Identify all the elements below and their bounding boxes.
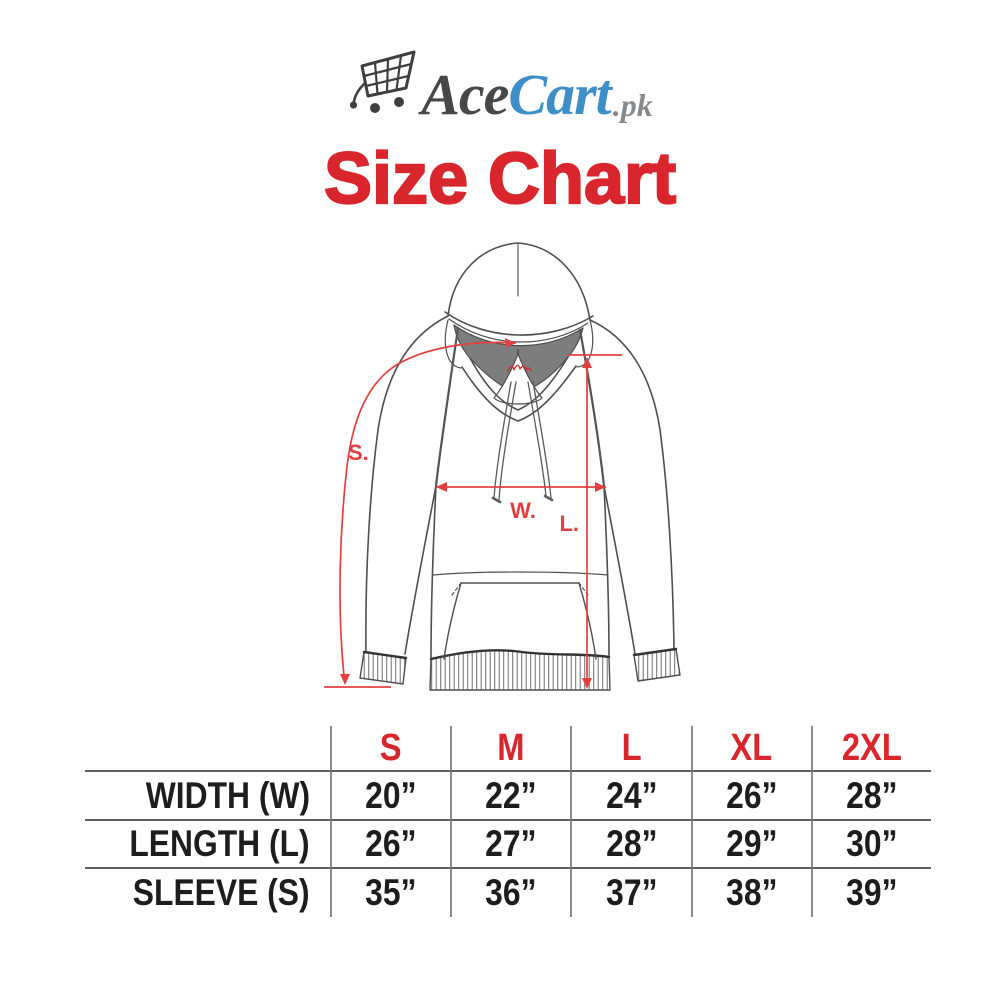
right-cuff-top-edge [632, 647, 678, 657]
size-value: 36” [485, 872, 537, 913]
size-value: 39” [846, 872, 898, 913]
right-sleeve-outer [589, 319, 675, 650]
column-header-s: S [330, 726, 451, 772]
hem-top-edge [429, 649, 611, 661]
column-header-label: S [380, 726, 402, 769]
pocket-stitch-dashes [451, 582, 589, 596]
size-value: 22” [485, 774, 537, 816]
collar-inner-edge [469, 356, 569, 411]
width-value-2xl: 28” [810, 772, 931, 821]
body-right-side [603, 485, 610, 658]
measurement-labels: S. W. L. [348, 440, 579, 536]
row-label-text: SLEEVE (S) [133, 872, 310, 913]
brand-name: AceCart [421, 66, 612, 124]
left-cuff-top-edge [362, 650, 408, 660]
row-label-text: WIDTH (W) [145, 774, 310, 816]
body-yoke-seam [432, 571, 609, 576]
neck-right-curve [576, 319, 594, 368]
body-left-side [430, 485, 437, 660]
column-header-label: XL [730, 726, 773, 769]
collar-outer-edge [461, 365, 577, 422]
column-header-label: M [497, 726, 525, 769]
brand-signature-scribble [507, 364, 532, 372]
left-sleeve-outer [365, 315, 449, 653]
hoodie-measurement-diagram: S. W. L. [290, 228, 710, 718]
drawstrings [491, 381, 554, 504]
column-header-label: L [621, 726, 642, 769]
size-value: 28” [846, 774, 898, 816]
hoodie-illustration: S. W. L. [324, 242, 681, 691]
width-value-xl: 26” [690, 772, 811, 821]
width-value-s: 20” [330, 772, 451, 821]
sleeve-value-l: 37” [570, 869, 690, 917]
pocket-left-edge [443, 582, 462, 660]
column-header-label: 2XL [841, 726, 902, 769]
pocket-right-edge [578, 582, 597, 660]
hem-rib-band [429, 649, 611, 691]
hoodie-garment-outline [359, 242, 681, 691]
size-value: 29” [726, 823, 778, 864]
column-header-l: L [570, 726, 691, 772]
column-header-2xl: 2XL [810, 726, 931, 772]
length-value-xl: 29” [690, 821, 811, 869]
size-value: 35” [365, 872, 417, 913]
size-value: 26” [726, 774, 778, 816]
sleeve-value-xl: 38” [690, 869, 811, 917]
brand-name-cart: Cart [508, 62, 611, 127]
size-value: 28” [605, 823, 658, 864]
left-sleeve-inner [404, 485, 437, 655]
length-value-l: 28” [570, 821, 691, 869]
measurement-arrowheads [340, 338, 606, 689]
row-label-length: LENGTH (L) [85, 821, 330, 869]
brand-name-ace: Ace [421, 62, 509, 127]
width-value-m: 22” [450, 772, 571, 821]
size-value: 24” [605, 774, 658, 816]
length-value-m: 27” [450, 821, 571, 869]
hood-brim-inner [448, 318, 589, 343]
page-title: Size Chart [323, 138, 677, 220]
brand-name-suffix: .pk [612, 87, 653, 123]
length-measure-label: L. [559, 511, 579, 536]
right-sleeve-inner [603, 485, 636, 655]
column-header-m: M [450, 726, 571, 772]
hood-brim-outer [444, 311, 594, 336]
sleeve-value-m: 36” [450, 869, 570, 917]
width-measure-label: W. [510, 498, 536, 523]
size-value: 26” [365, 823, 417, 864]
sleeve-measure-label: S. [348, 440, 369, 465]
size-table: S M L XL 2XL WIDTH (W) 20” 22” 24” 26” 2… [85, 726, 931, 917]
sleeve-measure-line [339, 341, 517, 677]
size-value: 38” [726, 872, 778, 913]
row-label-text: LENGTH (L) [129, 823, 310, 864]
hood-outline [447, 242, 591, 321]
right-raglan-seam [578, 328, 606, 488]
width-value-l: 24” [570, 772, 691, 821]
shopping-cart-icon [350, 50, 416, 113]
size-value: 37” [605, 872, 658, 913]
sleeve-value-s: 35” [330, 869, 450, 917]
length-value-2xl: 30” [810, 821, 931, 869]
brand-logo: AceCart .pk [0, 40, 1000, 124]
row-label-width: WIDTH (W) [85, 772, 330, 821]
column-header-xl: XL [690, 726, 811, 772]
size-value: 30” [846, 823, 898, 864]
sleeve-value-2xl: 39” [810, 869, 931, 917]
row-label-sleeve: SLEEVE (S) [85, 869, 330, 917]
left-raglan-seam [434, 326, 460, 488]
neck-left-curve [444, 319, 462, 369]
size-value: 27” [485, 823, 537, 864]
table-corner-cell [85, 726, 330, 772]
measurement-lines [324, 341, 622, 688]
size-value: 20” [365, 774, 417, 816]
length-value-s: 26” [330, 821, 451, 869]
